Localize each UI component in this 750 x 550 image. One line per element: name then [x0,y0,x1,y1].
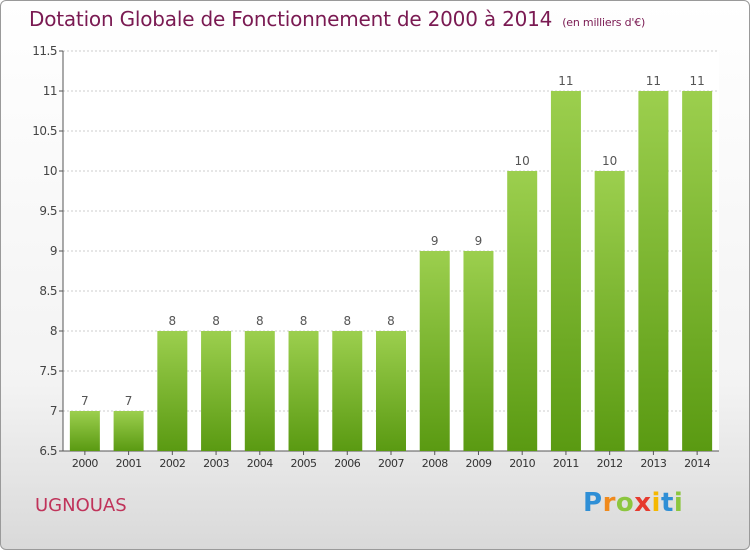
bar [244,331,275,451]
data-label: 8 [387,314,395,328]
y-tick-label: 8 [50,324,57,338]
data-label: 8 [343,314,351,328]
x-tick-label: 2012 [597,457,623,470]
chart-title-text: Dotation Globale de Fonctionnement de 20… [29,7,553,31]
bar [463,251,494,451]
x-tick-label: 2004 [247,457,273,470]
bar [376,331,406,451]
data-label: 8 [212,314,220,328]
bar [201,331,232,451]
data-label: 8 [169,314,177,328]
data-label: 9 [431,234,439,248]
data-label: 8 [300,314,308,328]
bar [594,171,625,451]
data-label: 11 [558,74,573,88]
y-tick-label: 7.5 [39,364,57,378]
x-tick-label: 2001 [116,457,142,470]
data-label: 8 [256,314,264,328]
x-tick-label: 2003 [203,457,229,470]
chart-subtitle: (en milliers d'€) [562,16,646,29]
x-tick-label: 2010 [509,457,535,470]
data-label: 11 [646,74,661,88]
y-tick-label: 11 [43,84,57,98]
data-label: 9 [475,234,483,248]
bar [638,91,669,451]
x-tick-label: 2014 [684,457,710,470]
bar [550,91,581,451]
labels: 6.5 7 7.5 8 8.5 9 9.5 10 10.5 11 11.5 7 2000 7 2001 8 20… [32,44,711,470]
proxiti-logo: Proxiti [583,488,684,518]
data-label: 7 [81,394,89,408]
y-tick-label: 8.5 [39,284,57,298]
bar [507,171,538,451]
x-tick-label: 2006 [334,457,360,470]
x-tick-label: 2000 [72,457,98,470]
y-tick-label: 10.5 [32,124,57,138]
chart-title: Dotation Globale de Fonctionnement de 20… [29,7,645,31]
data-label: 10 [602,154,617,168]
x-tick-label: 2002 [159,457,185,470]
y-tick-label: 6.5 [39,444,57,458]
data-label: 7 [125,394,133,408]
data-label: 11 [689,74,704,88]
y-tick-label: 9.5 [39,204,57,218]
bar [288,331,319,451]
bar [419,251,450,451]
y-tick-label: 7 [50,404,57,418]
y-tick-label: 9 [50,244,57,258]
x-tick-label: 2008 [422,457,448,470]
bar [332,331,363,451]
commune-name: UGNOUAS [35,495,127,516]
bar [69,411,100,451]
data-label: 10 [515,154,530,168]
x-tick-label: 2005 [291,457,317,470]
x-tick-label: 2009 [465,457,491,470]
x-tick-label: 2011 [553,457,579,470]
bar [682,91,713,451]
y-tick-label: 10 [43,164,57,178]
bar [157,331,188,451]
y-tick-label: 11.5 [32,44,57,58]
bar [113,411,144,451]
bars [69,91,713,451]
x-tick-label: 2013 [640,457,666,470]
x-tick-label: 2007 [378,457,404,470]
